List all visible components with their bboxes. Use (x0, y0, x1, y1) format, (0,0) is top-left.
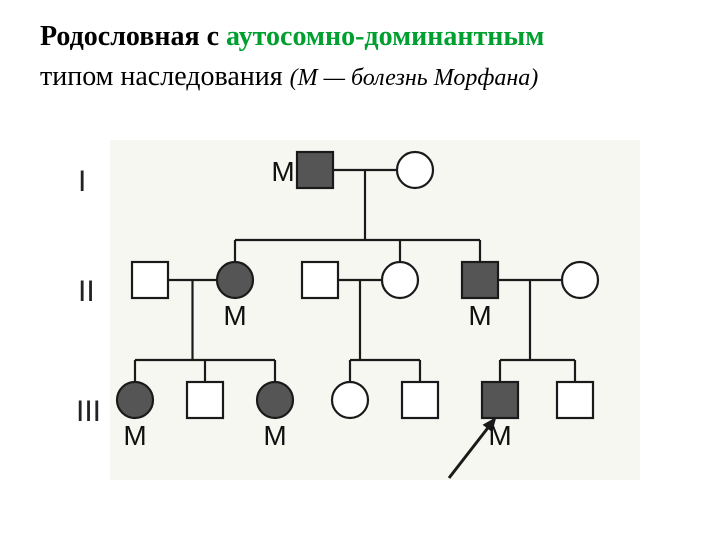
pedigree-node-III6 (482, 382, 518, 418)
pedigree-node-I1 (297, 152, 333, 188)
title-accent: аутосомно-доминантным (226, 21, 544, 52)
title-block: Родословная с аутосомно-доминантным типо… (0, 0, 720, 96)
title-plain2: типом наследования (40, 61, 290, 92)
generation-label: II (78, 275, 95, 309)
affected-label: М (257, 420, 293, 452)
pedigree-node-III4 (332, 382, 368, 418)
generation-label: I (78, 165, 86, 199)
pedigree-node-III1 (117, 382, 153, 418)
title-line1: Родословная с аутосомно-доминантным (40, 18, 680, 56)
title-sub: (М — болезнь Морфана) (290, 65, 539, 91)
pedigree-node-II4 (382, 262, 418, 298)
pedigree-node-II1 (132, 262, 168, 298)
pedigree-node-III3 (257, 382, 293, 418)
pedigree-node-II6 (562, 262, 598, 298)
pedigree-node-II2 (217, 262, 253, 298)
pedigree-chart: IIIIIIММММММ (60, 130, 650, 500)
pedigree-node-III5 (402, 382, 438, 418)
pedigree-node-II3 (302, 262, 338, 298)
affected-label: М (462, 300, 498, 332)
affected-label: М (217, 300, 253, 332)
pedigree-node-II5 (462, 262, 498, 298)
pedigree-node-I2 (397, 152, 433, 188)
title-prefix: Родословная с (40, 21, 226, 52)
pedigree-node-III7 (557, 382, 593, 418)
pedigree-node-III2 (187, 382, 223, 418)
affected-label: М (482, 420, 518, 452)
title-line2: типом наследования (М — болезнь Морфана) (40, 58, 680, 96)
affected-label: М (265, 156, 301, 188)
generation-label: III (76, 395, 101, 429)
affected-label: М (117, 420, 153, 452)
